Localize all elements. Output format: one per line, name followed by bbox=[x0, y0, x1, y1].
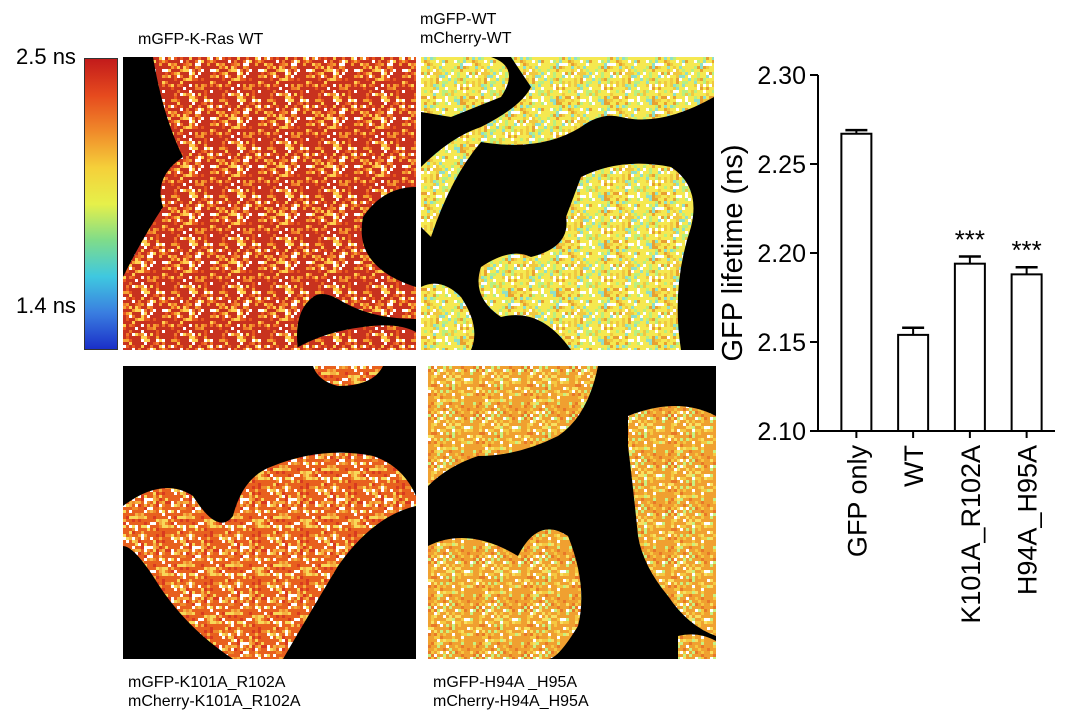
x-tick-label: H94A_H95A bbox=[1013, 445, 1043, 595]
panel-label-line: mGFP-K-Ras WT bbox=[138, 31, 264, 48]
y-axis-label: GFP lifetime (ns) bbox=[717, 144, 749, 361]
significance-label: *** bbox=[955, 225, 985, 255]
panel-label-line: mGFP-WT bbox=[420, 11, 497, 28]
x-tick-label: GFP only bbox=[842, 445, 872, 558]
y-tick-label: 2.30 bbox=[757, 62, 806, 90]
y-tick-label: 2.25 bbox=[757, 151, 806, 179]
y-tick-label: 2.20 bbox=[757, 240, 806, 268]
colorbar-max-label: 2.5 ns bbox=[16, 44, 76, 69]
colorbar-min-label: 1.4 ns bbox=[16, 293, 76, 318]
lifetime-colorbar bbox=[84, 58, 118, 350]
bar bbox=[1010, 273, 1043, 432]
bar bbox=[840, 132, 873, 433]
panel-label-h94: mGFP-H94A _H95A mCherry-H94A_H95A bbox=[433, 673, 589, 711]
panel-label-line: mCherry-H94A_H95A bbox=[433, 693, 589, 710]
flim-image-h94 bbox=[428, 366, 716, 659]
y-tick-label: 2.10 bbox=[757, 418, 806, 446]
x-tick-label: K101A_R102A bbox=[956, 445, 986, 624]
panel-label-k101: mGFP-K101A_R102A mCherry-K101A_R102A bbox=[128, 673, 301, 711]
panel-label-kras: mGFP-K-Ras WT bbox=[138, 30, 263, 49]
bar bbox=[953, 262, 986, 432]
bar bbox=[897, 333, 930, 433]
lifetime-bar-chart: 2.10 2.15 2.20 2.25 2.30 GFP lifetime (ns) GFP… bbox=[717, 62, 1055, 624]
panel-label-line: mCherry-K101A_R102A bbox=[128, 693, 301, 710]
cell-region bbox=[123, 57, 416, 350]
x-tick-label: WT bbox=[899, 445, 929, 487]
panel-label-line: mGFP-K101A_R102A bbox=[128, 674, 286, 691]
y-tick-label: 2.15 bbox=[757, 329, 806, 357]
significance-label: *** bbox=[1011, 235, 1041, 265]
flim-image-kras bbox=[123, 57, 416, 350]
panel-label-line: mGFP-H94A _H95A bbox=[433, 674, 578, 691]
panel-label-wt: mGFP-WT mCherry-WT bbox=[420, 10, 512, 48]
flim-image-wt bbox=[421, 57, 714, 350]
flim-image-k101 bbox=[123, 366, 416, 659]
panel-label-line: mCherry-WT bbox=[420, 30, 512, 47]
